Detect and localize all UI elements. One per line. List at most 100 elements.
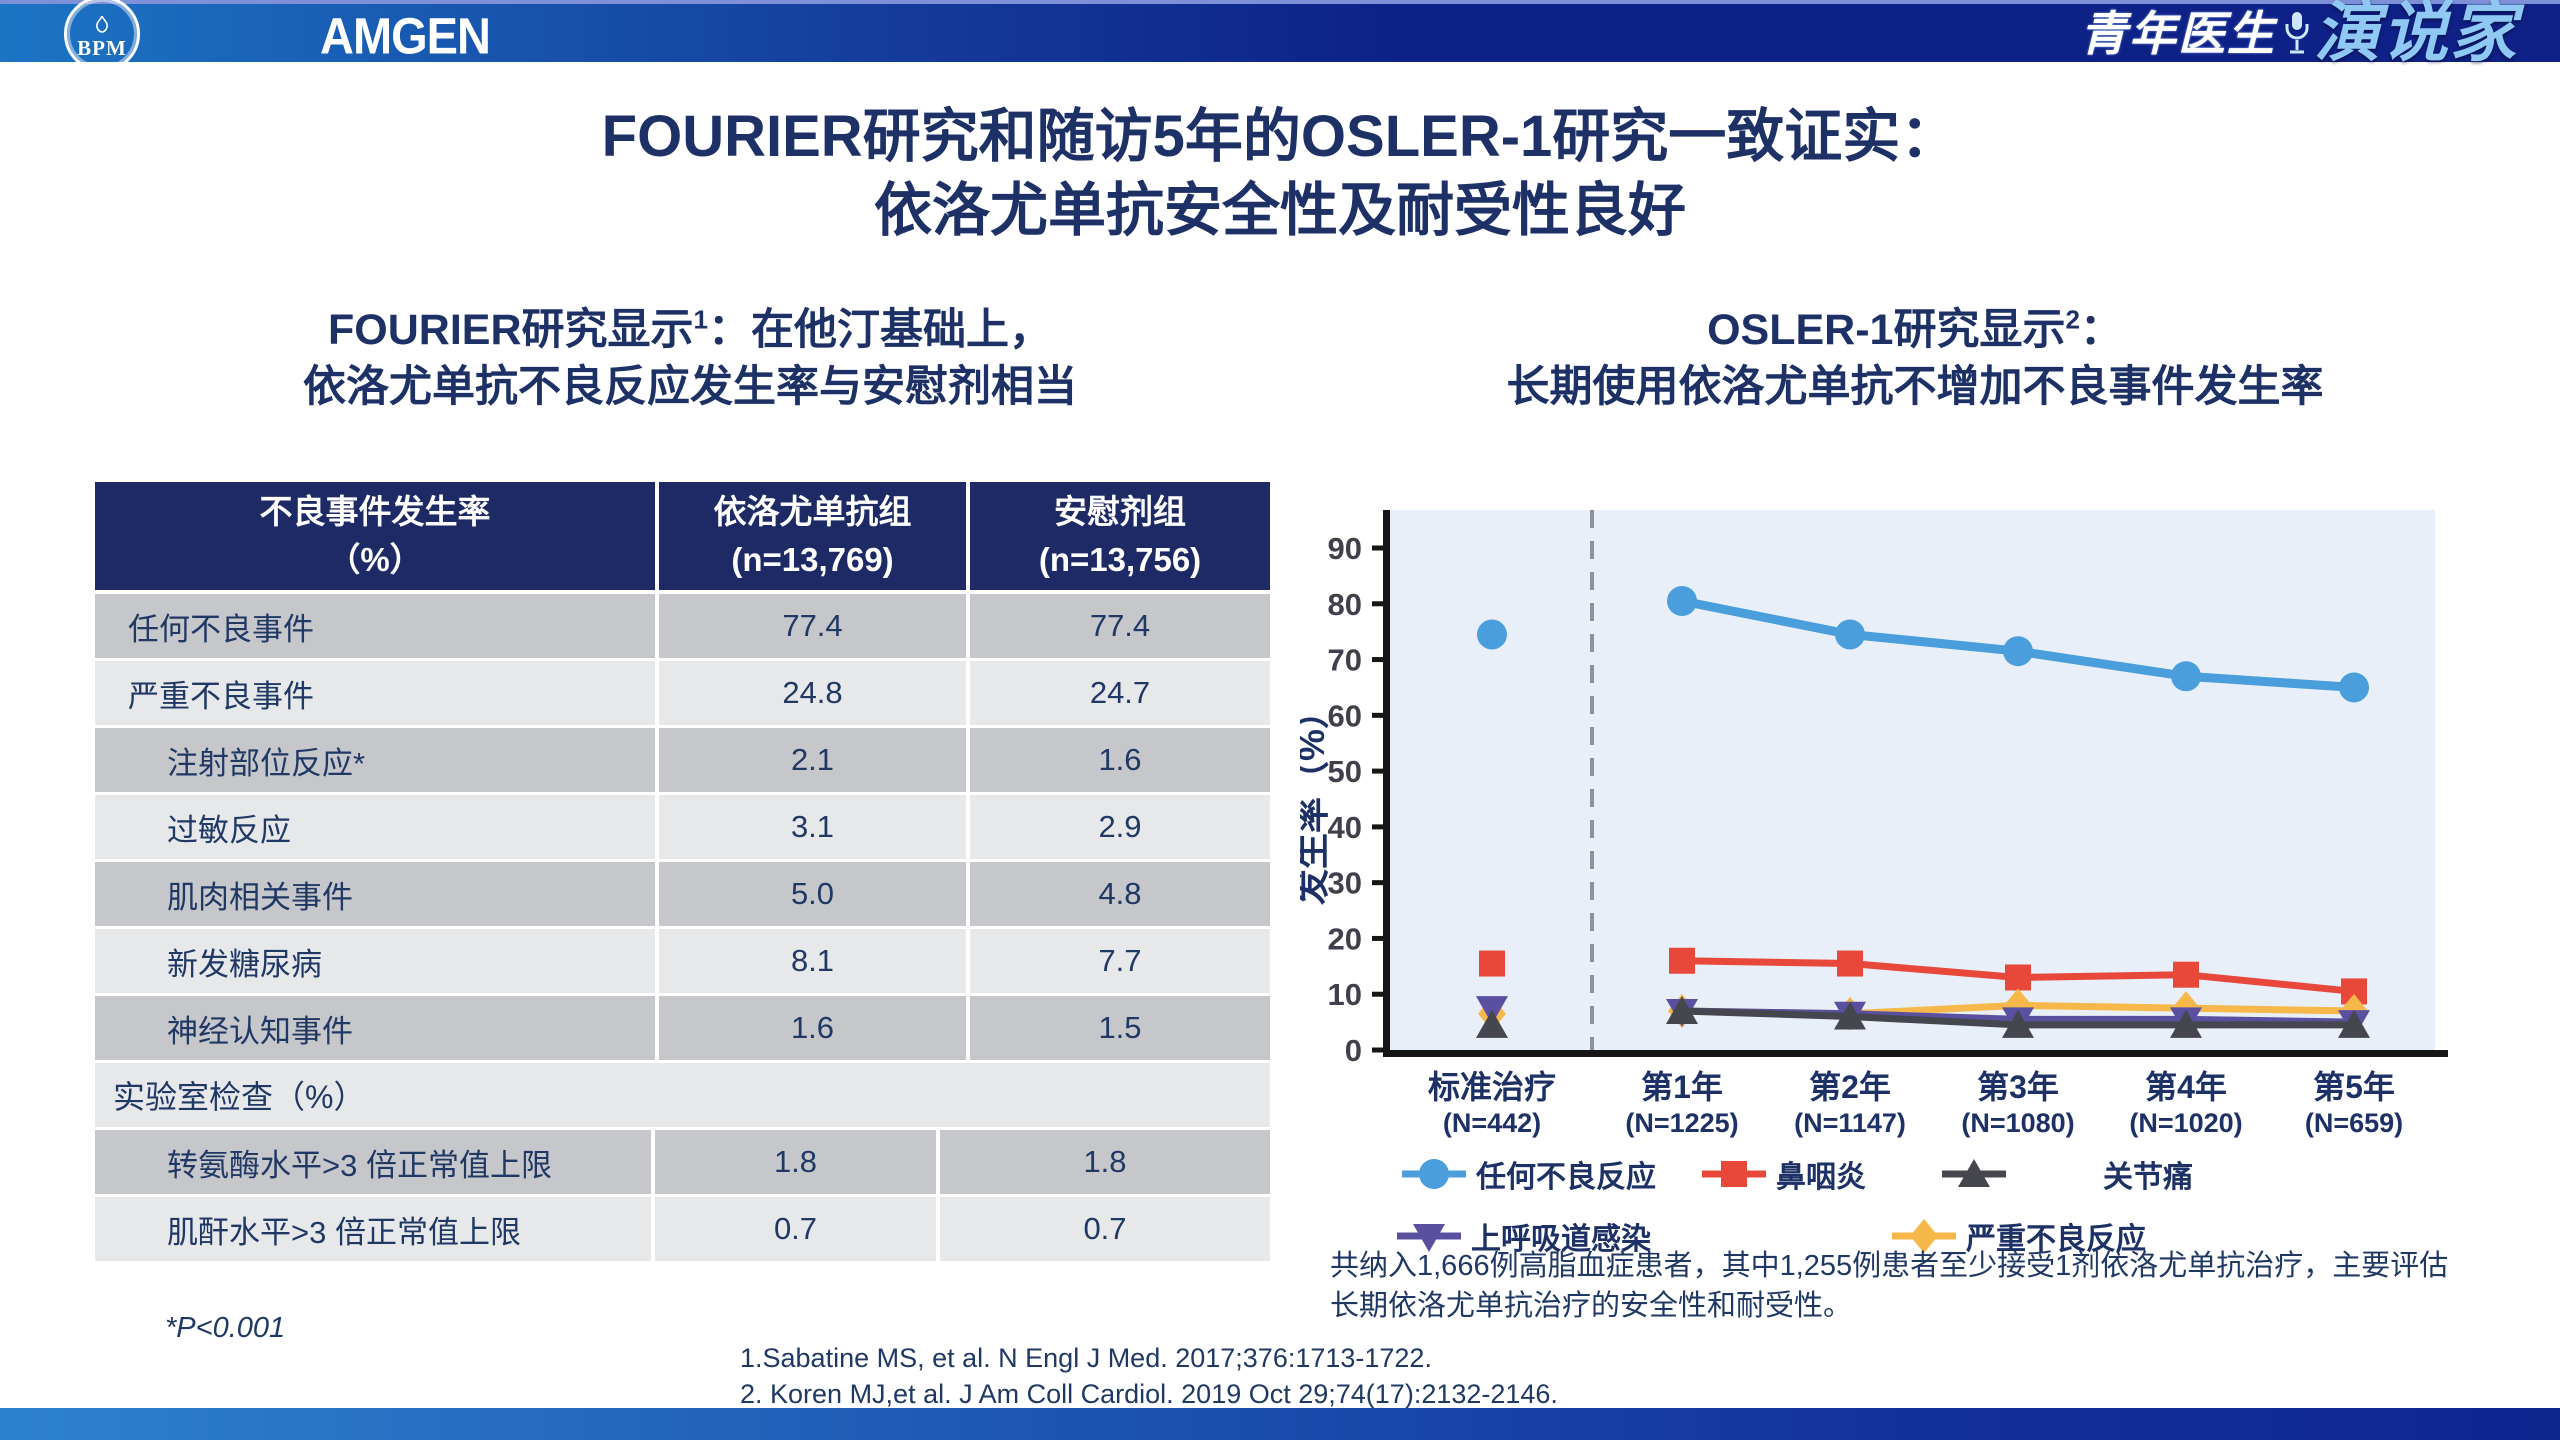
y-tick-label: 10 — [1328, 977, 1362, 1012]
table-row: 肌酐水平>3 倍正常值上限 0.7 0.7 — [95, 1197, 1270, 1261]
row-value: 7.7 — [970, 929, 1270, 993]
references: 1.Sabatine MS, et al. N Engl J Med. 2017… — [740, 1340, 1558, 1413]
amgen-logo: AMGEN — [320, 6, 491, 65]
y-axis-title: 发生率（%） — [1300, 693, 1332, 905]
data-point-triangle-up — [1666, 995, 1698, 1024]
data-point-triangle-up — [1834, 1001, 1866, 1030]
bottom-bar — [0, 1408, 2560, 1440]
data-point-square — [1479, 950, 1505, 977]
row-label: 严重不良事件 — [95, 661, 655, 725]
row-value: 24.8 — [659, 661, 966, 725]
brand-young-doctor-text: 青年医生 — [2080, 7, 2276, 60]
table-row: 过敏反应 3.1 2.9 — [95, 795, 1270, 859]
x-category-label: 第1年 — [1641, 1069, 1723, 1105]
x-category-label: 第3年 — [1977, 1069, 2059, 1105]
fourier-subtitle: FOURIER研究显示1：在他汀基础上， 依洛尤单抗不良反应发生率与安慰剂相当 — [120, 302, 1260, 416]
fourier-subtitle-line2: 依洛尤单抗不良反应发生率与安慰剂相当 — [303, 362, 1077, 411]
legend-item-上呼吸道感染: 上呼吸道感染 — [1395, 1214, 1651, 1258]
row-value: 1.6 — [659, 996, 966, 1060]
x-category-sublabel: (N=1020) — [2129, 1108, 2242, 1138]
row-value: 0.7 — [655, 1197, 936, 1261]
y-tick-label: 0 — [1345, 1033, 1362, 1068]
data-point-circle — [2171, 661, 2201, 692]
legend-marker-icon — [1702, 1161, 1766, 1187]
legend-marker-icon — [1397, 1224, 1461, 1252]
bpm-flame-icon — [96, 16, 108, 33]
legend-item-任何不良反应: 任何不良反应 — [1400, 1152, 1656, 1196]
bpm-logo-text: BPM — [77, 36, 127, 60]
row-value: 4.8 — [970, 862, 1270, 926]
y-axis-line — [1383, 510, 1390, 1057]
table-header-placebo: 安慰剂组 (n=13,756) — [970, 482, 1270, 590]
y-tick — [1372, 991, 1383, 997]
table-row: 肌肉相关事件 5.0 4.8 — [95, 862, 1270, 926]
y-tick — [1372, 601, 1383, 607]
data-point-diamond — [1910, 1219, 1938, 1253]
data-point-circle — [1667, 585, 1697, 616]
y-tick — [1372, 768, 1383, 774]
data-point-triangle-up — [1476, 1009, 1508, 1038]
data-point-triangle-up — [2002, 1009, 2034, 1038]
data-point-diamond — [2004, 988, 2032, 1023]
brand-logo: 青年医生 演说家 — [2080, 0, 2518, 69]
y-tick-label: 30 — [1328, 866, 1362, 901]
row-value: 1.8 — [655, 1130, 936, 1194]
bpm-logo: BPM — [64, 0, 140, 72]
data-point-circle — [2003, 636, 2033, 667]
legend-label: 上呼吸道感染 — [1471, 1223, 1651, 1256]
row-label: 肌肉相关事件 — [95, 862, 655, 926]
fourier-subtitle-line1: FOURIER研究显示1：在他汀基础上， — [328, 304, 1052, 354]
row-label: 肌酐水平>3 倍正常值上限 — [95, 1197, 651, 1261]
table-header-row: 不良事件发生率 （%） 依洛尤单抗组 (n=13,769) 安慰剂组 (n=13,75… — [95, 482, 1270, 590]
legend-marker-icon — [1892, 1219, 1956, 1253]
y-tick — [1372, 880, 1383, 886]
table-row: 注射部位反应* 2.1 1.6 — [95, 728, 1270, 792]
data-point-triangle-down — [1413, 1224, 1445, 1252]
x-category-label: 第2年 — [1809, 1069, 1891, 1105]
legend-label: 关节痛 — [2103, 1161, 2193, 1194]
table-header-evolocumab: 依洛尤单抗组 (n=13,769) — [659, 482, 966, 590]
table-header-events: 不良事件发生率 （%） — [95, 482, 655, 590]
top-header-bar: BPM AMGEN 青年医生 演说家 — [0, 0, 2560, 72]
brand-speaker-text: 演说家 — [2314, 0, 2518, 69]
plot-area — [1390, 510, 2435, 1050]
data-point-circle — [1835, 619, 1865, 650]
row-value: 1.6 — [970, 728, 1270, 792]
row-value: 3.1 — [659, 795, 966, 859]
row-value: 1.8 — [940, 1130, 1270, 1194]
y-tick — [1372, 1047, 1383, 1053]
series-关节痛 — [1476, 995, 2370, 1038]
header-accent-line — [0, 0, 2560, 4]
row-label: 新发糖尿病 — [95, 929, 655, 993]
osler-subtitle-line1: OSLER-1研究显示2： — [1707, 304, 2123, 354]
data-point-circle — [2339, 672, 2369, 703]
row-value: 2.1 — [659, 728, 966, 792]
y-tick-label: 70 — [1328, 643, 1362, 678]
y-tick-label: 20 — [1328, 921, 1362, 956]
legend-label: 严重不良反应 — [1966, 1223, 2146, 1256]
data-point-square — [1669, 947, 1695, 974]
table-row: 严重不良事件 24.8 24.7 — [95, 661, 1270, 725]
table-row: 神经认知事件 1.6 1.5 — [95, 996, 1270, 1060]
row-label: 实验室检查（%） — [95, 1063, 1270, 1127]
osler-subtitle-line2: 长期使用依洛尤单抗不增加不良事件发生率 — [1506, 362, 2324, 411]
row-value: 24.7 — [970, 661, 1270, 725]
x-category-label: 标准治疗 — [1428, 1069, 1556, 1105]
osler-subtitle: OSLER-1研究显示2： 长期使用依洛尤单抗不增加不良事件发生率 — [1300, 302, 2530, 416]
table-body: 任何不良事件 77.4 77.4 严重不良事件 24.8 24.7 注射部位反应* 2.1 1.… — [95, 594, 1270, 1261]
data-point-circle — [1477, 619, 1507, 650]
y-tick — [1372, 545, 1383, 551]
y-tick — [1372, 712, 1383, 718]
data-point-triangle-up — [2338, 1009, 2370, 1038]
row-value: 2.9 — [970, 795, 1270, 859]
y-tick-label: 80 — [1328, 587, 1362, 622]
row-label: 注射部位反应* — [95, 728, 655, 792]
row-label: 过敏反应 — [95, 795, 655, 859]
y-tick-label: 90 — [1328, 531, 1362, 566]
row-label: 神经认知事件 — [95, 996, 655, 1060]
x-category-label: 第4年 — [2145, 1069, 2227, 1105]
legend-marker-icon — [1402, 1159, 1466, 1189]
slide-title-line1: FOURIER研究和随访5年的OSLER-1研究一致证实： — [601, 104, 1959, 169]
osler-line-chart: 0102030405060708090发生率（%）标准治疗(N=442)第1年(… — [1300, 510, 2448, 1138]
